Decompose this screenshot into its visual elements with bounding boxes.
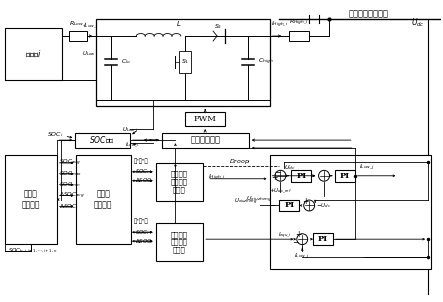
Text: 为"源"模: 为"源"模 bbox=[134, 158, 148, 164]
Text: $I_{Low\_j}$: $I_{Low\_j}$ bbox=[359, 162, 375, 172]
Text: $S_1$: $S_1$ bbox=[181, 57, 190, 66]
Text: $-$: $-$ bbox=[274, 167, 281, 175]
Text: $I_{Low\_i}$: $I_{Low\_i}$ bbox=[83, 21, 99, 30]
Text: $U_{Low\_i}$: $U_{Low\_i}$ bbox=[122, 125, 139, 133]
Text: 电池组
数据处理: 电池组 数据处理 bbox=[22, 190, 40, 209]
Bar bbox=[291, 170, 311, 182]
Text: $R_{High\_i}$: $R_{High\_i}$ bbox=[289, 18, 309, 27]
Text: $U_{xiuzheng}$: $U_{xiuzheng}$ bbox=[246, 194, 272, 205]
Bar bbox=[5, 28, 62, 80]
Text: $\Delta SOC_i$: $\Delta SOC_i$ bbox=[58, 202, 78, 211]
Text: $U_{xiuzheng}$: $U_{xiuzheng}$ bbox=[234, 196, 258, 207]
Bar bbox=[289, 31, 309, 41]
Bar bbox=[280, 200, 299, 211]
Text: $SOC_{max}$: $SOC_{max}$ bbox=[58, 169, 82, 178]
Text: $I_{Low\_i}$: $I_{Low\_i}$ bbox=[124, 141, 139, 149]
Bar bbox=[179, 51, 191, 73]
Text: 均衡模式选择: 均衡模式选择 bbox=[190, 136, 220, 145]
Circle shape bbox=[304, 200, 315, 211]
Text: $C_{high}$: $C_{high}$ bbox=[258, 57, 273, 67]
Bar bbox=[96, 19, 269, 106]
Text: $I_{High\_i}$: $I_{High\_i}$ bbox=[208, 172, 225, 182]
Bar bbox=[70, 31, 87, 41]
Text: $R_{Low\_i}$: $R_{Low\_i}$ bbox=[69, 19, 88, 28]
Text: $Droop_i$: $Droop_i$ bbox=[229, 157, 251, 166]
Bar bbox=[185, 112, 225, 126]
Text: $L$: $L$ bbox=[176, 19, 181, 28]
Text: $SOC_{avg}$: $SOC_{avg}$ bbox=[58, 158, 80, 168]
Text: 电池组
均衡策略: 电池组 均衡策略 bbox=[94, 190, 113, 209]
Text: $U_{dc}$: $U_{dc}$ bbox=[411, 17, 425, 29]
Text: 电池组$i$: 电池组$i$ bbox=[25, 49, 42, 59]
Text: 组间均衡
荷侧模糊
控制器: 组间均衡 荷侧模糊 控制器 bbox=[171, 231, 188, 253]
Text: $+$: $+$ bbox=[271, 172, 278, 182]
Text: $I_{equ\_i}$: $I_{equ\_i}$ bbox=[279, 230, 292, 240]
Text: $+$: $+$ bbox=[303, 195, 310, 206]
Text: $-U_{dc}$: $-U_{dc}$ bbox=[316, 201, 331, 210]
Text: $SOC_i$: $SOC_i$ bbox=[135, 167, 150, 176]
Text: $S_2$: $S_2$ bbox=[214, 22, 222, 31]
Text: $SOC_{b,i,i-1,\cdots,i+1,n}$: $SOC_{b,i,i-1,\cdots,i+1,n}$ bbox=[8, 247, 58, 255]
Text: $SOC_i$: $SOC_i$ bbox=[47, 130, 63, 139]
Text: $SOC$估算: $SOC$估算 bbox=[89, 135, 115, 145]
Text: $SOC_i$: $SOC_i$ bbox=[135, 228, 150, 237]
Text: $-$: $-$ bbox=[291, 237, 299, 245]
Text: PWM: PWM bbox=[194, 115, 217, 123]
Bar bbox=[313, 233, 333, 245]
Text: $\Delta SOC_i$: $\Delta SOC_i$ bbox=[135, 176, 153, 185]
Text: $\Delta SOC_{avg}$: $\Delta SOC_{avg}$ bbox=[58, 191, 85, 201]
Text: 为"荷"模: 为"荷"模 bbox=[134, 219, 148, 224]
Text: $I_{Low\_j}$: $I_{Low\_j}$ bbox=[294, 251, 310, 261]
Bar bbox=[155, 223, 203, 261]
Bar bbox=[269, 155, 431, 269]
Text: 组间均衡直流母线: 组间均衡直流母线 bbox=[349, 9, 389, 18]
Text: PI: PI bbox=[284, 201, 295, 210]
Bar bbox=[155, 163, 203, 201]
Text: $+U_{dc\_ref}$: $+U_{dc\_ref}$ bbox=[269, 187, 292, 195]
Text: $U_{dc}$: $U_{dc}$ bbox=[284, 163, 296, 172]
Text: 组间均衡
源侧模糊
控制器: 组间均衡 源侧模糊 控制器 bbox=[171, 171, 188, 193]
Bar bbox=[335, 170, 355, 182]
Text: PI: PI bbox=[318, 235, 328, 243]
Text: $\Delta SOC_i$: $\Delta SOC_i$ bbox=[135, 237, 153, 246]
Bar bbox=[162, 133, 249, 148]
Text: $C_{lo}$: $C_{lo}$ bbox=[121, 57, 131, 66]
Text: PI: PI bbox=[340, 172, 350, 180]
Circle shape bbox=[275, 170, 286, 181]
Text: $SOC_{min}$: $SOC_{min}$ bbox=[58, 180, 81, 189]
Text: PI: PI bbox=[296, 172, 306, 180]
Bar bbox=[5, 155, 57, 244]
Text: $I_{High\_i}$: $I_{High\_i}$ bbox=[271, 20, 288, 29]
Circle shape bbox=[297, 234, 308, 245]
Text: $+$: $+$ bbox=[295, 229, 303, 239]
Text: $U_{Low}$: $U_{Low}$ bbox=[82, 50, 96, 58]
Circle shape bbox=[319, 170, 330, 181]
Bar bbox=[75, 133, 130, 148]
Bar bbox=[76, 155, 131, 244]
